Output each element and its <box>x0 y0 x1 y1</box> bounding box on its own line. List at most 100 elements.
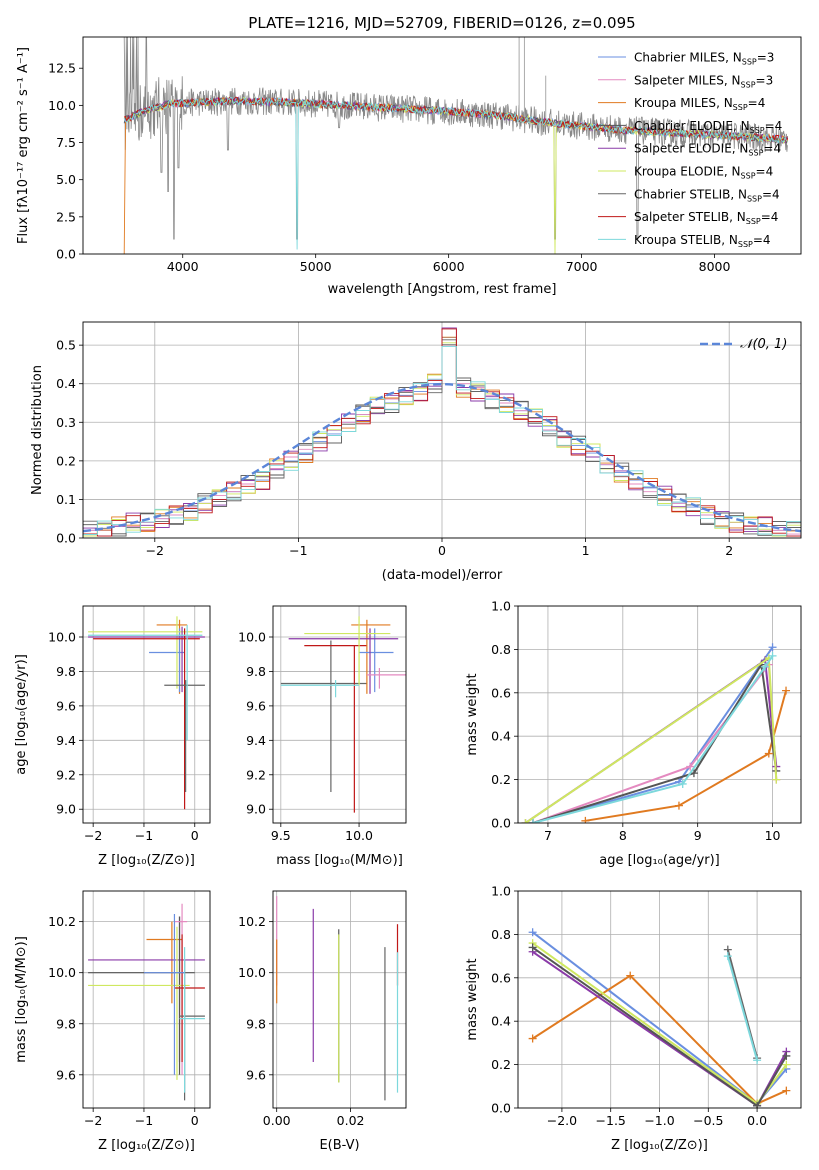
legend-model: Chabrier STELIB <box>634 187 730 201</box>
data-point <box>626 971 635 980</box>
panel-mass-vs-ebv: 0.00 0.02 9.6 9.8 10.0 10.2 E(B-V) <box>238 890 407 1153</box>
y-tick-label: 9.8 <box>56 664 76 679</box>
x-tick-label: 9 <box>694 828 702 843</box>
y-tick-label: 9.8 <box>246 664 266 679</box>
legend-model: Salpeter ELODIE <box>634 142 732 156</box>
y-tick-label: 0.2 <box>56 453 76 468</box>
legend-n: , N <box>733 119 750 133</box>
legend-sub: SSP <box>741 80 756 89</box>
y-tick-label: 9.8 <box>246 1016 266 1031</box>
x-tick-label: 10 <box>765 828 781 843</box>
x-tick-label: 4000 <box>167 259 199 274</box>
x-tick-label: 1 <box>582 543 590 558</box>
legend-nssp: 4 <box>773 142 781 156</box>
data-point <box>764 749 773 758</box>
legend-entry: 𝒩(0, 1) <box>740 337 787 352</box>
legend-nssp: 3 <box>767 51 775 65</box>
y-tick-label: 0.0 <box>56 531 76 546</box>
y-tick-label: 0.3 <box>56 415 76 430</box>
legend-n: , N <box>721 233 738 247</box>
y-tick-label: 9.4 <box>56 733 76 748</box>
x-tick-label: 0.00 <box>263 1113 291 1128</box>
x-tick-label: 6000 <box>433 259 465 274</box>
y-tick-label: 0.4 <box>56 376 76 391</box>
legend-model: Kroupa MILES <box>634 96 716 110</box>
y-tick-label: 5.0 <box>56 172 76 187</box>
data-point <box>528 1034 537 1043</box>
plot-area <box>83 322 801 538</box>
x-axis-label: (data-model)/error <box>382 568 503 583</box>
y-axis-label: mass weight <box>465 673 480 755</box>
panel-age-vs-z: −2 −1 0 9.0 9.2 9.4 9.6 9.8 10.0 Z [log₁₀(Z/Z⊙)] a… <box>14 605 211 868</box>
plot-area <box>123 37 789 254</box>
data-point <box>772 775 781 784</box>
histogram-kroupa-stelib <box>83 345 801 538</box>
y-tick-label: 0.0 <box>491 816 511 831</box>
y-tick-label: 10.0 <box>48 98 76 113</box>
y-tick-label: 0.8 <box>491 642 511 657</box>
y-tick-label: 0.4 <box>491 1014 511 1029</box>
plot-area <box>273 606 406 823</box>
legend-nssp: 4 <box>775 119 783 133</box>
legend-entry: Salpeter STELIB, NSSP=4 <box>634 210 778 226</box>
plot-area <box>83 606 210 823</box>
y-axis-label: mass weight <box>465 958 480 1040</box>
legend-n: , N <box>729 210 746 224</box>
legend-entry: Chabrier STELIB, NSSP=4 <box>634 187 780 203</box>
axes-frame <box>272 890 407 1109</box>
axes-frame <box>82 321 802 539</box>
x-tick-label: 5000 <box>300 259 332 274</box>
series-salpeter-miles <box>532 661 778 823</box>
axes-frame <box>82 890 211 1109</box>
x-tick-label: 8 <box>619 828 627 843</box>
series-kroupa-elodie <box>524 656 778 823</box>
y-tick-label: 9.6 <box>56 1067 76 1082</box>
x-tick-label: 0 <box>191 828 199 843</box>
axes-frame <box>272 605 407 824</box>
data-point <box>768 651 777 660</box>
panel-spectrum: 4000 5000 6000 7000 8000 0.0 2.5 5.0 7.5 10.0 12.5… <box>16 14 802 297</box>
y-tick-label: 0.0 <box>491 1101 511 1116</box>
data-point <box>723 952 732 961</box>
legend-nssp: 4 <box>766 165 774 179</box>
data-point <box>753 1101 762 1108</box>
legend-n: , N <box>730 187 747 201</box>
y-tick-label: 0.1 <box>56 492 76 507</box>
y-axis-label: Flux [fλ10⁻¹⁷ erg cm⁻² s⁻¹ A⁻¹] <box>16 47 31 244</box>
data-point <box>782 1086 791 1095</box>
legend-model: Salpeter MILES <box>634 73 724 87</box>
y-tick-label: 1.0 <box>491 884 511 899</box>
axes-frame <box>82 36 802 255</box>
y-tick-label: 1.0 <box>491 599 511 614</box>
y-tick-label: 7.5 <box>56 135 76 150</box>
y-tick-label: 2.5 <box>56 209 76 224</box>
x-tick-label: 10.0 <box>345 828 373 843</box>
legend-eq: = <box>756 73 766 87</box>
y-axis-label: age [log₁₀(age/yr)] <box>14 654 29 775</box>
legend-n: , N <box>732 142 749 156</box>
legend-entry: Kroupa ELODIE, NSSP=4 <box>634 165 773 181</box>
legend-entry: Chabrier MILES, NSSP=3 <box>634 51 774 67</box>
legend-nssp: 4 <box>772 187 780 201</box>
axes-frame <box>82 605 211 824</box>
legend-eq: = <box>765 119 775 133</box>
legend-model: Chabrier ELODIE <box>634 119 733 133</box>
x-tick-label: −1.5 <box>596 1113 626 1128</box>
data-point <box>674 801 683 810</box>
legend-model: Kroupa STELIB <box>634 233 721 247</box>
x-axis-label: Z [log₁₀(Z/Z⊙)] <box>98 1138 195 1153</box>
data-point <box>761 662 770 671</box>
legend-eq: = <box>762 187 772 201</box>
axes-frame <box>517 890 802 1109</box>
data-point <box>528 819 537 823</box>
chart-title: PLATE=1216, MJD=52709, FIBERID=0126, z=0… <box>248 14 635 32</box>
x-tick-label: 8000 <box>699 259 731 274</box>
y-tick-label: 0.2 <box>491 772 511 787</box>
y-tick-label: 9.0 <box>56 802 76 817</box>
model-spectrum-kroupa-stelib <box>123 96 788 250</box>
data-point <box>782 1060 791 1069</box>
y-tick-label: 9.6 <box>56 698 76 713</box>
x-tick-label: 7 <box>544 828 552 843</box>
legend-sub: SSP <box>748 149 763 158</box>
